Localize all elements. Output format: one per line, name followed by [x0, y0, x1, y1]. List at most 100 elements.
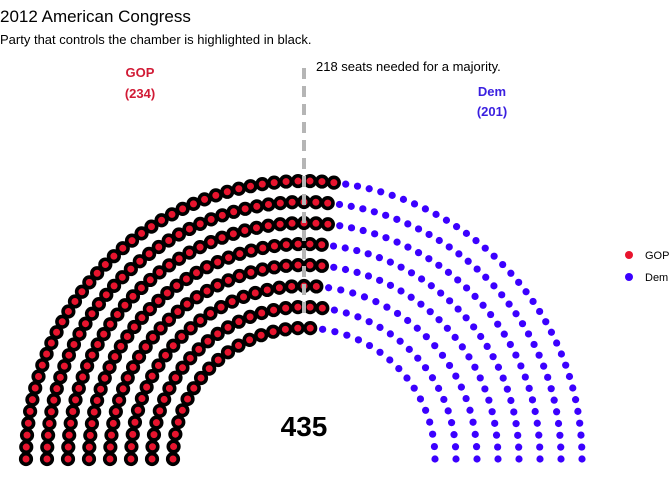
seat-dem	[393, 309, 402, 318]
seat-dem	[556, 431, 564, 439]
seat-gop	[106, 278, 122, 293]
seat-gop	[23, 404, 38, 419]
seat-dem	[451, 333, 459, 341]
seat-gop	[165, 451, 181, 467]
seat-gop	[68, 392, 83, 407]
seat-gop	[220, 320, 236, 335]
seat-dem	[462, 314, 470, 322]
chart-title: 2012 American Congress	[0, 7, 191, 26]
seat-gop	[302, 257, 318, 273]
seat-gop	[103, 439, 118, 455]
seat-dem	[500, 330, 508, 338]
seat-gop	[309, 279, 324, 294]
seat-dem	[472, 443, 481, 451]
seat-gop	[107, 349, 123, 364]
seat-gop	[124, 233, 140, 248]
seat-gop	[25, 392, 40, 407]
seat-dem	[455, 250, 463, 258]
seat-gop	[290, 257, 306, 273]
seat-dem	[452, 455, 460, 463]
seat-dem	[536, 455, 544, 463]
seat-gop	[320, 217, 335, 232]
seat-gop	[237, 223, 252, 238]
seat-gop	[199, 283, 215, 299]
seat-gop	[125, 360, 141, 375]
seat-gop	[39, 451, 55, 467]
seat-gop	[117, 298, 133, 313]
seat-dem	[479, 301, 487, 309]
seat-gop	[267, 238, 282, 254]
seat-gop	[175, 201, 190, 216]
seat-dem	[535, 431, 543, 439]
seat-dem	[370, 208, 378, 216]
seat-dem	[481, 244, 489, 252]
seat-dem	[553, 408, 561, 416]
seat-dem	[488, 408, 496, 416]
seat-gop	[142, 301, 157, 317]
seat-dem	[353, 268, 361, 277]
seat-dem	[434, 384, 443, 392]
seat-dem	[524, 330, 533, 338]
seat-dem	[477, 332, 485, 341]
seat-dem	[494, 455, 502, 463]
seat-gop	[302, 173, 318, 189]
seat-dem	[386, 281, 395, 289]
seat-dem	[578, 443, 586, 451]
seat-dem	[554, 419, 563, 428]
seat-dem	[342, 180, 350, 188]
seat-dem	[521, 373, 529, 381]
seat-gop	[191, 342, 206, 357]
seat-dem	[416, 395, 425, 403]
seat-dem	[576, 419, 584, 427]
seat-gop	[180, 391, 195, 407]
seat-dem	[578, 455, 586, 463]
seat-gop	[49, 381, 64, 396]
seat-gop	[35, 358, 50, 373]
seat-gop	[279, 237, 294, 252]
seat-gop	[192, 240, 208, 255]
seat-dem	[481, 385, 489, 393]
seat-gop	[290, 300, 305, 315]
seat-dem	[557, 443, 565, 451]
seat-gop	[60, 451, 76, 467]
seat-dem	[422, 406, 430, 414]
seat-dem	[386, 356, 394, 364]
seat-gop	[315, 301, 330, 316]
seat-gop	[131, 349, 147, 364]
seat-dem	[471, 292, 479, 300]
seat-dem	[426, 308, 434, 316]
seat-gop	[134, 391, 150, 406]
seat-gop	[168, 427, 183, 442]
seat-gop	[267, 175, 282, 190]
seat-gop	[93, 382, 108, 397]
seat-gop	[290, 173, 306, 189]
seat-gop	[249, 199, 264, 214]
seat-dem	[438, 351, 447, 359]
seat-gop	[125, 289, 141, 304]
seat-dem	[421, 205, 429, 213]
seat-dem	[544, 373, 552, 381]
legend-dem-swatch	[625, 273, 633, 281]
seat-gop	[186, 196, 201, 212]
seat-dem	[429, 430, 437, 438]
seat-gop	[65, 404, 80, 419]
seat-gop	[197, 192, 212, 207]
seat-dem	[444, 407, 452, 415]
seat-gop	[226, 204, 241, 219]
seat-gop	[273, 196, 288, 211]
seat-dem	[514, 431, 522, 439]
seat-dem	[518, 320, 527, 328]
seat-gop	[71, 381, 86, 396]
seat-gop	[161, 312, 177, 327]
seat-dem	[492, 431, 501, 439]
seat-gop	[153, 321, 168, 336]
seat-gop	[127, 319, 142, 335]
seat-gop	[84, 306, 100, 321]
seat-dem	[557, 455, 565, 463]
seat-gop	[244, 243, 259, 258]
seat-gop	[314, 258, 330, 273]
seat-gop	[127, 415, 143, 430]
seat-dem	[473, 265, 481, 273]
seat-gop	[99, 287, 114, 302]
seat-dem	[463, 284, 471, 292]
